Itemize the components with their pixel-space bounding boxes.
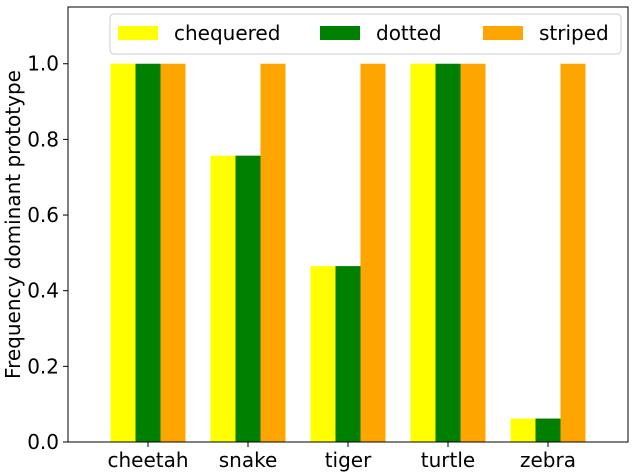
- x-tick-label-cheetah: cheetah: [107, 448, 188, 472]
- y-tick-label: 0.8: [27, 127, 59, 151]
- bar-chequered-cheetah: [110, 63, 136, 443]
- y-axis-title: Frequency dominant prototype: [1, 70, 25, 379]
- legend-swatch-dotted: [320, 26, 360, 40]
- bar-chequered-tiger: [310, 266, 336, 442]
- bar-chequered-turtle: [410, 63, 436, 443]
- bar-dotted-zebra: [535, 418, 561, 442]
- bar-striped-turtle: [460, 63, 486, 443]
- legend: chequered dotted striped: [109, 13, 622, 55]
- bar-chequered-snake: [210, 155, 236, 442]
- legend-label-dotted: dotted: [376, 21, 442, 45]
- bars-group: [110, 63, 586, 443]
- bar-striped-tiger: [360, 63, 386, 443]
- x-tick-label-tiger: tiger: [325, 448, 372, 472]
- y-axis: 0.0 0.2 0.4 0.6 0.8 1.0: [27, 52, 68, 454]
- legend-box: [109, 13, 622, 55]
- x-tick-label-turtle: turtle: [421, 448, 475, 472]
- y-tick-label: 1.0: [27, 52, 59, 76]
- bar-dotted-snake: [235, 155, 261, 442]
- bar-chequered-zebra: [510, 418, 536, 442]
- x-tick-label-zebra: zebra: [520, 448, 576, 472]
- y-tick-label: 0.2: [27, 354, 59, 378]
- x-axis: cheetah snake tiger turtle zebra: [107, 442, 576, 472]
- bar-dotted-tiger: [335, 266, 361, 442]
- plot-frame: [67, 6, 629, 443]
- y-tick-label: 0.6: [27, 203, 59, 227]
- legend-swatch-striped: [483, 26, 523, 40]
- y-tick-label: 0.0: [27, 430, 59, 454]
- legend-label-chequered: chequered: [174, 21, 280, 45]
- bar-dotted-turtle: [435, 63, 461, 443]
- bar-dotted-cheetah: [135, 63, 161, 443]
- bar-striped-snake: [260, 63, 286, 443]
- x-tick-label-snake: snake: [219, 448, 278, 472]
- legend-swatch-chequered: [118, 26, 158, 40]
- bar-striped-zebra: [560, 63, 586, 443]
- bar-striped-cheetah: [160, 63, 186, 443]
- legend-label-striped: striped: [539, 21, 609, 45]
- y-tick-label: 0.4: [27, 279, 59, 303]
